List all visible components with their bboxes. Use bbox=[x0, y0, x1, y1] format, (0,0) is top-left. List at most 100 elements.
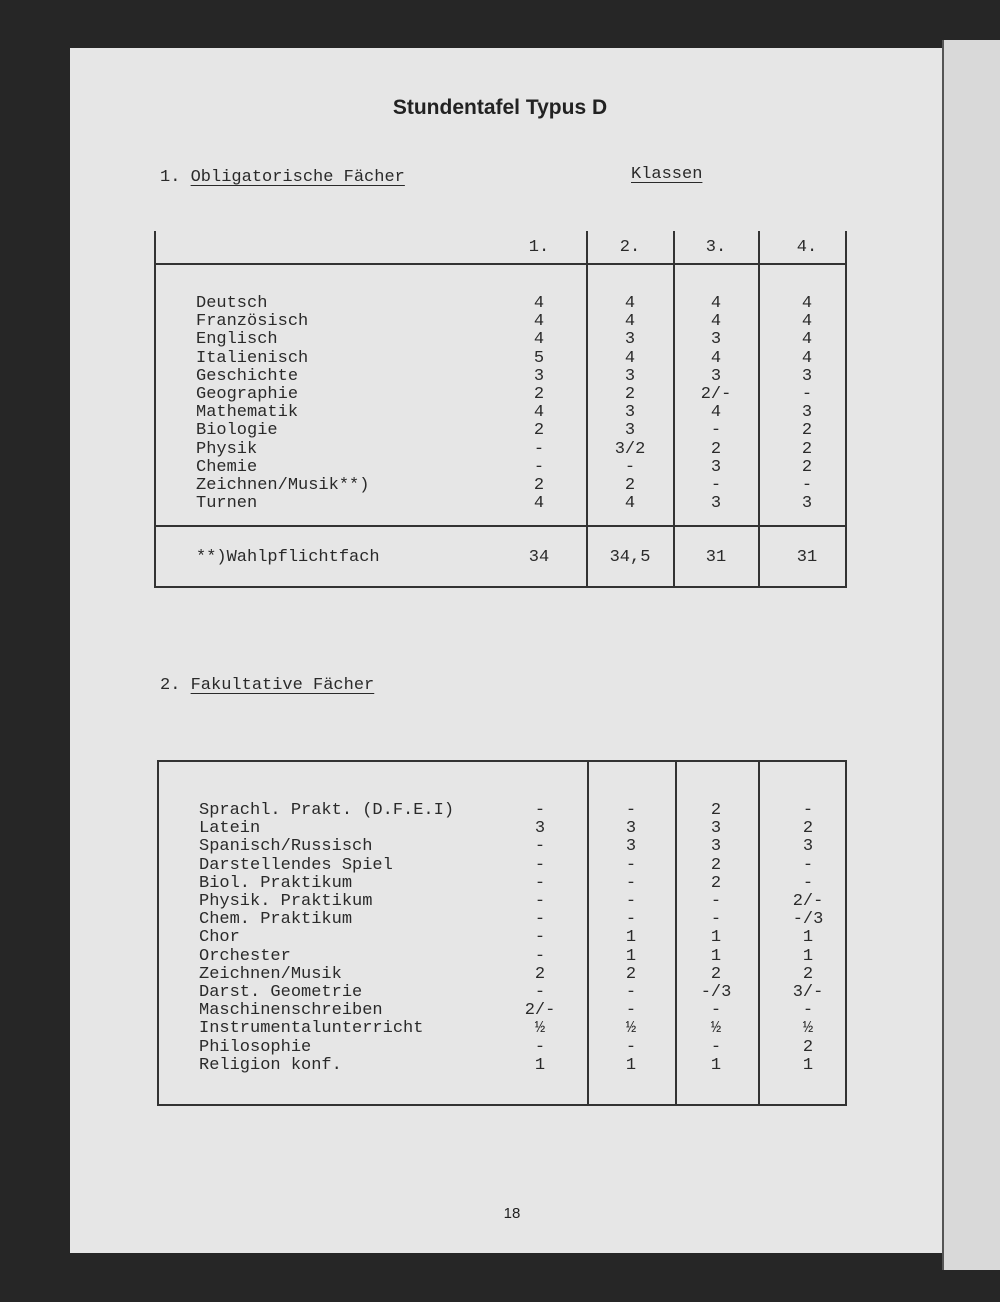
subject-label: Instrumentalunterricht bbox=[199, 1019, 424, 1039]
table-cell: - bbox=[534, 910, 546, 930]
subject-label: Zeichnen/Musik bbox=[199, 964, 342, 984]
table-cell: 4 bbox=[624, 348, 636, 368]
table-cell: 4 bbox=[533, 330, 545, 350]
table-cell: 4 bbox=[710, 312, 722, 332]
table-cell: 3/2 bbox=[614, 439, 646, 459]
obligatory-subjects-table: 1. 2. 3. 4. Deutsch 4 4 4 4 Französisch 4 4 4 4 Englis… bbox=[154, 231, 847, 588]
table-cell: 3 bbox=[625, 819, 637, 839]
table-cell: 3 bbox=[801, 494, 813, 514]
footnote-label: **)Wahlpflichtfach bbox=[196, 548, 380, 567]
subject-label: Spanisch/Russisch bbox=[199, 837, 373, 857]
table-cell: 5 bbox=[533, 348, 545, 368]
table-cell: - bbox=[710, 892, 722, 911]
section-title: Fakultative Fächer bbox=[190, 676, 375, 695]
table-cell: - bbox=[534, 801, 546, 820]
table-cell: 1 bbox=[534, 1055, 546, 1075]
table-cell: 2 bbox=[710, 855, 722, 875]
classes-label: Klassen bbox=[631, 165, 703, 184]
table-cell: 1 bbox=[625, 1055, 637, 1075]
table-cell: 3 bbox=[624, 366, 636, 386]
table-cell: 3 bbox=[533, 366, 545, 386]
table-cell: 3 bbox=[801, 403, 813, 423]
table-cell: - bbox=[802, 1001, 814, 1021]
table-cell: - bbox=[710, 476, 722, 495]
table-cell: - bbox=[710, 1037, 722, 1057]
table-cell: 1 bbox=[710, 946, 722, 966]
next-page-edge bbox=[942, 40, 1000, 1270]
table-cell: ½ bbox=[710, 1019, 722, 1039]
table-cell: - bbox=[625, 873, 637, 893]
table-cell: 4 bbox=[533, 312, 545, 332]
column-header: 2. bbox=[619, 238, 641, 257]
total-cell: 34 bbox=[528, 548, 550, 567]
table-cell: ½ bbox=[625, 1019, 637, 1039]
table-cell: - bbox=[801, 385, 813, 404]
table-cell: 3 bbox=[710, 330, 722, 350]
table-cell: 4 bbox=[710, 348, 722, 368]
table-cell: - bbox=[625, 892, 637, 911]
table-cell: 3 bbox=[624, 330, 636, 350]
table-cell: 2 bbox=[710, 964, 722, 984]
subject-label: Chor bbox=[199, 928, 240, 948]
table-cell: 2/- bbox=[792, 892, 824, 911]
table-cell: 3 bbox=[624, 403, 636, 423]
subject-label: Darstellendes Spiel bbox=[199, 855, 393, 875]
table-cell: 2 bbox=[624, 385, 636, 404]
subject-label: Darst. Geometrie bbox=[199, 983, 363, 1002]
table-cell: 3 bbox=[710, 457, 722, 477]
table-cell: - bbox=[625, 910, 637, 930]
table-cell: 3 bbox=[801, 366, 813, 386]
subject-label: Biologie bbox=[196, 421, 278, 441]
table-cell: 4 bbox=[533, 294, 545, 313]
subject-label: Chemie bbox=[196, 457, 258, 477]
table-cell: 3 bbox=[625, 837, 637, 857]
subject-label: Latein bbox=[199, 819, 261, 839]
subject-label: Physik. Praktikum bbox=[199, 892, 373, 911]
table-cell: 1 bbox=[710, 1055, 722, 1075]
section2-heading: 2. Fakultative Fächer bbox=[160, 676, 374, 695]
table-cell: - bbox=[802, 801, 814, 820]
table-cell: ½ bbox=[802, 1019, 814, 1039]
total-cell: 34,5 bbox=[609, 548, 651, 567]
table-cell: 2 bbox=[710, 873, 722, 893]
table-cell: 3 bbox=[710, 366, 722, 386]
table-cell: - bbox=[534, 892, 546, 911]
table-cell: 4 bbox=[801, 330, 813, 350]
table-cell: 2 bbox=[624, 476, 636, 495]
subject-label: Englisch bbox=[196, 330, 278, 350]
subject-label: Zeichnen/Musik**) bbox=[196, 476, 370, 495]
section-number: 2. bbox=[160, 676, 181, 695]
subject-label: Orchester bbox=[199, 946, 291, 966]
table-cell: 1 bbox=[625, 946, 637, 966]
subject-label: Turnen bbox=[196, 494, 258, 514]
table-cell: 2 bbox=[801, 457, 813, 477]
section-number: 1. bbox=[160, 168, 181, 187]
subject-label: Geschichte bbox=[196, 366, 299, 386]
table-cell: - bbox=[533, 457, 545, 477]
table-cell: - bbox=[625, 855, 637, 875]
table-cell: - bbox=[534, 873, 546, 893]
table-cell: - bbox=[802, 873, 814, 893]
table-cell: 4 bbox=[624, 494, 636, 514]
subject-label: Physik bbox=[196, 439, 258, 459]
total-cell: 31 bbox=[705, 548, 727, 567]
table-cell: 4 bbox=[801, 348, 813, 368]
table-cell: 4 bbox=[801, 294, 813, 313]
column-header: 4. bbox=[796, 238, 818, 257]
table-cell: 4 bbox=[624, 312, 636, 332]
subject-label: Maschinenschreiben bbox=[199, 1001, 383, 1021]
table-cell: - bbox=[534, 983, 546, 1002]
table-cell: - bbox=[710, 421, 722, 441]
table-cell: 3 bbox=[710, 494, 722, 514]
table-cell: - bbox=[624, 457, 636, 477]
table-cell: 1 bbox=[802, 1055, 814, 1075]
table-cell: 2 bbox=[533, 421, 545, 441]
table-cell: 2 bbox=[533, 476, 545, 495]
table-cell: 2 bbox=[710, 801, 722, 820]
table-cell: - bbox=[801, 476, 813, 495]
subject-label: Deutsch bbox=[196, 294, 268, 313]
page bbox=[70, 48, 942, 1253]
table-cell: 4 bbox=[710, 403, 722, 423]
table-cell: -/3 bbox=[792, 910, 824, 930]
table-cell: - bbox=[534, 837, 546, 857]
